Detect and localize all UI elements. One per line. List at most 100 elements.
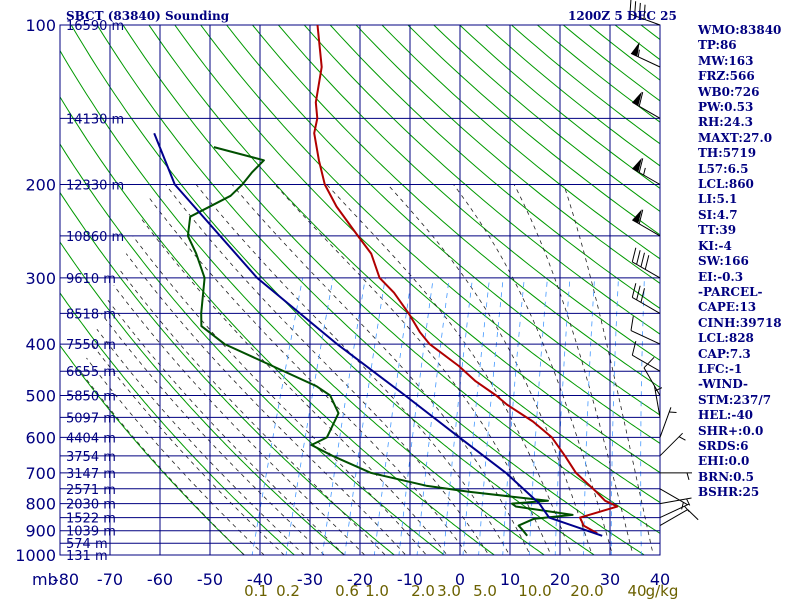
temperature-tick-label: 20 bbox=[550, 570, 570, 589]
pressure-tick-label: 900 bbox=[25, 522, 56, 541]
height-label: 4404 m bbox=[66, 431, 116, 446]
moist-adiabat bbox=[147, 195, 469, 555]
index-line: RH:24.3 bbox=[698, 115, 753, 130]
barb-staff bbox=[643, 367, 661, 396]
barb-full bbox=[631, 247, 637, 263]
wind-barb bbox=[643, 356, 661, 396]
pressure-tick-label: 1000 bbox=[15, 546, 56, 565]
plot-frame bbox=[59, 24, 661, 556]
dry-adiabats bbox=[60, 25, 660, 555]
pressure-tick-label: 500 bbox=[25, 386, 56, 405]
wind-barbs bbox=[629, 0, 699, 527]
temperature-tick-label: -50 bbox=[197, 570, 223, 589]
grid bbox=[59, 24, 661, 556]
moist-adiabat bbox=[125, 253, 407, 555]
moist-adiabat bbox=[132, 235, 427, 555]
index-line: L57:6.5 bbox=[698, 161, 749, 176]
barb-pennant bbox=[632, 91, 642, 106]
barb-staff bbox=[659, 497, 692, 505]
mixing-ratio-label: 3.0 bbox=[437, 582, 461, 600]
moist-adiabat bbox=[195, 184, 510, 555]
height-label: 9610 m bbox=[66, 272, 116, 287]
moist-adiabat bbox=[119, 269, 386, 555]
dry-adiabat bbox=[251, 25, 660, 388]
barb-pennant bbox=[632, 157, 642, 172]
moist-adiabat bbox=[513, 184, 634, 555]
pressure-tick-label: 300 bbox=[25, 269, 56, 288]
barb-half bbox=[678, 436, 686, 441]
height-label: 7550 m bbox=[66, 338, 116, 353]
index-line: TH:5719 bbox=[698, 146, 757, 161]
barb-full bbox=[636, 285, 641, 301]
temperature-tick-label: -20 bbox=[347, 570, 373, 589]
index-line: STM:237/7 bbox=[698, 392, 772, 407]
barb-half bbox=[686, 472, 690, 481]
wind-barb bbox=[660, 472, 692, 481]
temperature-tick-label: 0 bbox=[455, 570, 465, 589]
dry-adiabat bbox=[60, 191, 396, 555]
barb-half bbox=[637, 49, 640, 57]
mixing-ratio-line bbox=[398, 277, 434, 555]
pressure-tick-label: 800 bbox=[25, 495, 56, 514]
barb-full bbox=[638, 92, 644, 107]
indices-panel: WMO:83840 TP:86 MW:163 FRZ:566 WB0:726 PW:0.5… bbox=[698, 23, 782, 501]
height-label: 131 m bbox=[66, 549, 108, 564]
index-line: SI:4.7 bbox=[698, 207, 738, 222]
barb-staff bbox=[632, 168, 661, 185]
index-line: -PARCEL- bbox=[698, 284, 763, 299]
barb-pennant bbox=[632, 209, 642, 224]
temperature-tick-label: 30 bbox=[600, 570, 620, 589]
moist-adiabats bbox=[79, 184, 654, 555]
wind-barb bbox=[659, 488, 688, 510]
height-label: 1522 m bbox=[66, 512, 116, 527]
mixing-ratio-line bbox=[583, 277, 595, 555]
height-label: 1039 m bbox=[66, 525, 116, 540]
series-parcel bbox=[153, 132, 603, 537]
mixing-ratio-line bbox=[373, 277, 412, 555]
barb-staff bbox=[653, 385, 661, 418]
wind-barb bbox=[659, 407, 677, 438]
index-line: WMO:83840 bbox=[698, 23, 782, 37]
sounding-time: 1200Z 5 DEC 25 bbox=[568, 9, 677, 23]
mixing-ratio-line bbox=[554, 277, 571, 555]
barb-full bbox=[631, 283, 637, 298]
barb-full bbox=[640, 288, 645, 303]
wind-barb bbox=[629, 0, 661, 26]
barb-full bbox=[636, 250, 641, 265]
mixing-ratio-lines bbox=[251, 277, 645, 555]
barb-staff bbox=[659, 407, 672, 438]
barb-full bbox=[634, 1, 637, 16]
barb-half bbox=[684, 505, 690, 513]
wind-barb bbox=[630, 42, 661, 68]
mixing-ratio-line bbox=[416, 277, 450, 555]
mixing-ratio-label: g/kg bbox=[646, 582, 679, 600]
mixing-ratio-label: 0.1 bbox=[244, 582, 268, 600]
barb-staff bbox=[659, 432, 683, 457]
index-line: BSHR:25 bbox=[698, 485, 760, 500]
dry-adiabat bbox=[60, 344, 246, 555]
height-label: 5097 m bbox=[66, 411, 116, 426]
wind-barb bbox=[632, 91, 661, 119]
height-label: 14130 m bbox=[66, 112, 124, 127]
dry-adiabat bbox=[70, 25, 596, 555]
dry-adiabat bbox=[122, 25, 660, 534]
moist-adiabat bbox=[387, 184, 593, 555]
temperature-tick-label: -10 bbox=[397, 570, 423, 589]
moist-adiabat bbox=[563, 184, 654, 555]
pressure-tick-label: 200 bbox=[25, 176, 56, 195]
barb-full bbox=[644, 255, 650, 270]
wind-barb bbox=[630, 316, 661, 345]
mixing-ratio-line bbox=[502, 277, 525, 555]
temperature-tick-label: -80 bbox=[53, 570, 79, 589]
barb-full bbox=[643, 4, 646, 20]
height-label: 12330 m bbox=[66, 179, 124, 194]
barb-full bbox=[640, 252, 645, 268]
mixing-ratio-line bbox=[344, 277, 386, 555]
barb-staff bbox=[629, 13, 661, 26]
index-line: BRN:0.5 bbox=[698, 469, 754, 484]
wind-barb bbox=[659, 503, 690, 519]
moist-adiabat bbox=[107, 299, 345, 555]
barb-full bbox=[643, 356, 655, 369]
